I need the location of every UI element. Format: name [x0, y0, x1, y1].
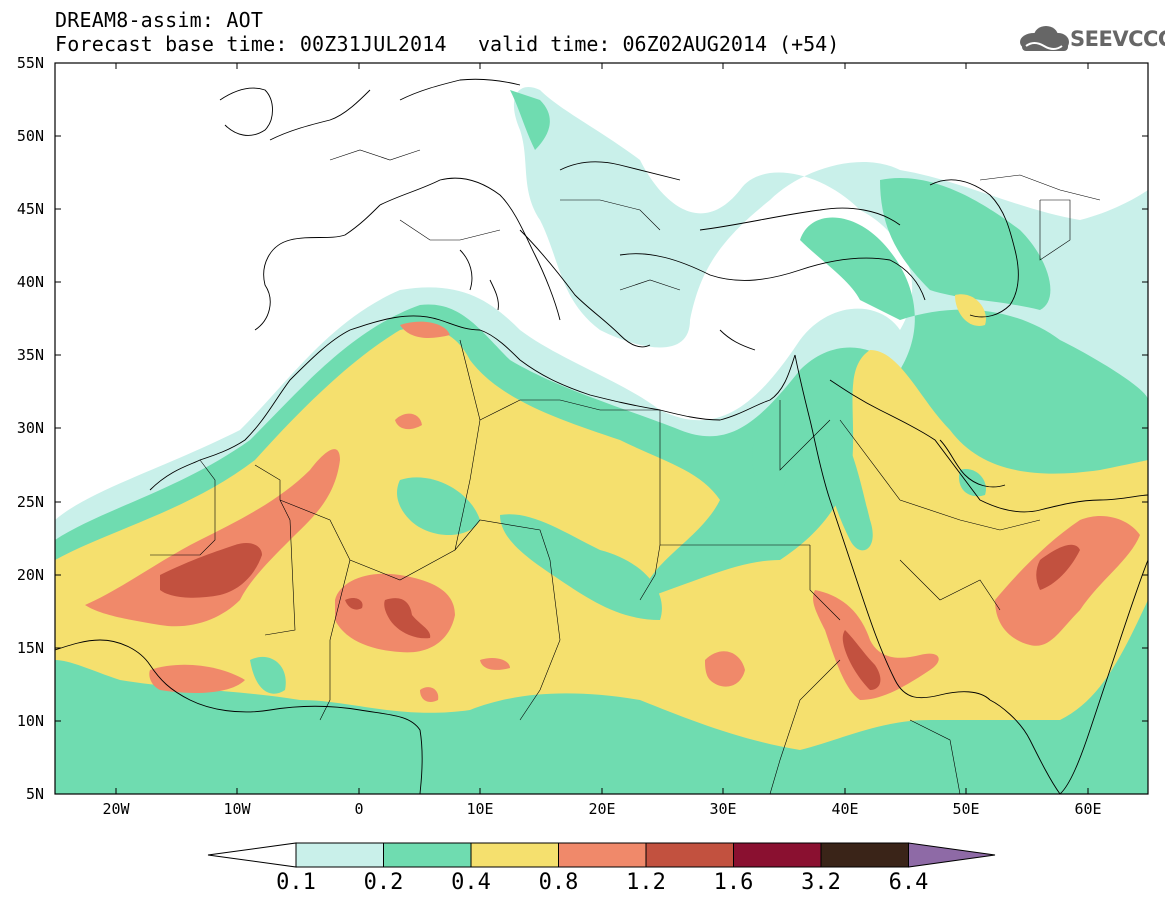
lon-label: 40E [831, 800, 859, 818]
aot-band-0.4 [55, 294, 1148, 750]
cloud-icon [1020, 26, 1069, 51]
colorbar-label: 0.2 [363, 870, 404, 895]
lat-label: 30N [16, 419, 44, 437]
colorbar-label: 0.8 [538, 870, 579, 895]
lon-label: 0 [354, 800, 364, 818]
colorbar-label: 0.4 [451, 870, 491, 895]
colorbar-label: 0.1 [276, 870, 316, 895]
colorbar-segment [295, 842, 384, 868]
aot-hole-0.2 [250, 418, 986, 694]
colorbar-segment [820, 842, 909, 868]
colorbar-label: 1.2 [626, 870, 666, 895]
logo-text: SEEVCCC [1070, 27, 1165, 51]
map-title: DREAM8-assim: AOT [55, 8, 264, 32]
lon-label: 50E [952, 800, 980, 818]
lon-label: 10W [223, 800, 251, 818]
lat-label: 15N [16, 639, 44, 657]
lon-label: 10E [466, 800, 494, 818]
forecast-base-time: Forecast base time: 00Z31JUL2014 [55, 32, 447, 56]
axis-ticks [55, 62, 1148, 794]
lat-label: 10N [16, 712, 44, 730]
lon-label: 20W [102, 800, 130, 818]
colorbar-lower-arrow [207, 842, 297, 868]
borders [150, 149, 1101, 794]
coastlines [55, 78, 1148, 794]
lat-label: 35N [16, 346, 44, 364]
colorbar-segment [558, 842, 647, 868]
aot-band-1.2 [160, 543, 1080, 690]
colorbar-upper-arrow [908, 842, 996, 868]
lat-label: 45N [16, 200, 44, 218]
colorbar-label: 1.6 [713, 870, 754, 895]
aot-field [55, 86, 1148, 794]
colorbar-segment [733, 842, 822, 868]
lat-label: 50N [16, 127, 44, 145]
colorbar [207, 842, 996, 868]
colorbar-segment [645, 842, 734, 868]
lat-label: 40N [16, 273, 44, 291]
colorbar-label: 6.4 [888, 870, 929, 895]
lon-label: 30E [709, 800, 737, 818]
colorbar-label: 3.2 [801, 870, 841, 895]
valid-time: valid time: 06Z02AUG2014 (+54) [478, 32, 840, 56]
lat-label: 25N [16, 493, 44, 511]
lon-label: 60E [1074, 800, 1102, 818]
colorbar-segment [383, 842, 472, 868]
lon-label: 20E [588, 800, 616, 818]
lat-label: 5N [25, 785, 44, 803]
lat-label: 20N [16, 566, 44, 584]
colorbar-segment [470, 842, 559, 868]
lat-label: 55N [16, 54, 44, 72]
